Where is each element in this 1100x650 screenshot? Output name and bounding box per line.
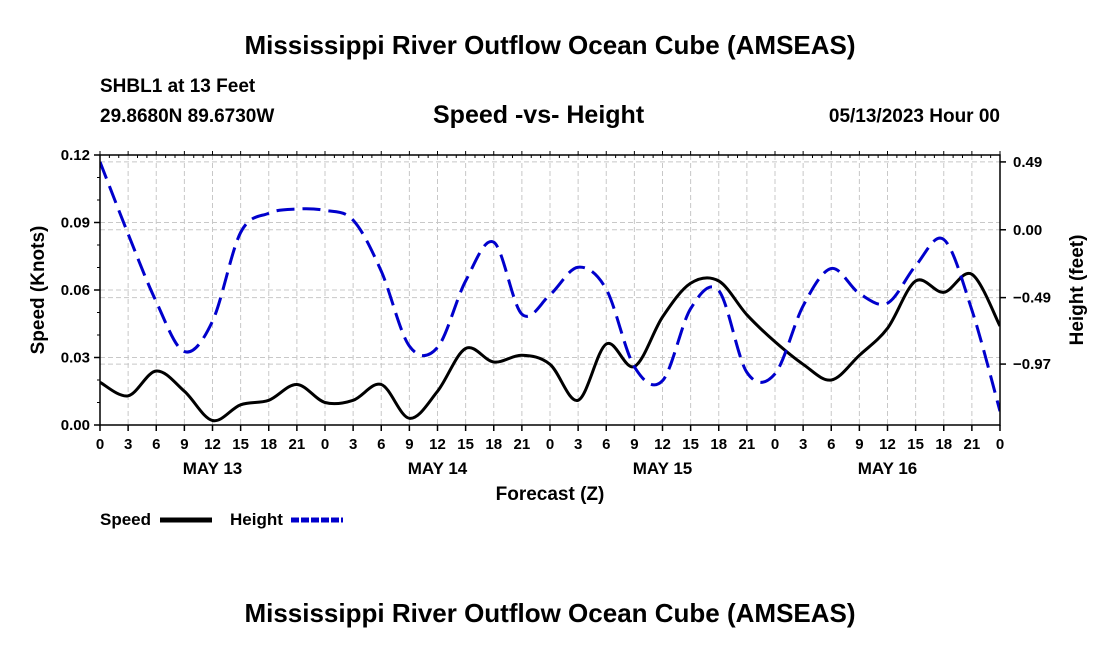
x-tick-label: 3 bbox=[799, 436, 807, 453]
x-tick-label: 6 bbox=[377, 436, 385, 453]
series-line-speed bbox=[100, 271, 1000, 423]
legend-label-speed: Speed bbox=[100, 510, 151, 529]
x-tick-label: 21 bbox=[964, 436, 981, 453]
chart-subtitle: Speed -vs- Height bbox=[433, 101, 645, 129]
x-tick-label: 12 bbox=[879, 436, 896, 453]
legend-label-height: Height bbox=[230, 510, 283, 529]
x-tick-label: 0 bbox=[996, 436, 1004, 453]
x-tick-label: 15 bbox=[232, 436, 249, 453]
y2-tick-label: −0.49 bbox=[1013, 290, 1051, 307]
y2-tick-label: 0.00 bbox=[1013, 222, 1042, 239]
x-tick-label: 3 bbox=[124, 436, 132, 453]
x-tick-label: 0 bbox=[546, 436, 554, 453]
chart-title-bottom: Mississippi River Outflow Ocean Cube (AM… bbox=[244, 598, 856, 628]
x-tick-label: 0 bbox=[771, 436, 779, 453]
x-tick-label: 6 bbox=[602, 436, 610, 453]
y2-tick-label: 0.49 bbox=[1013, 154, 1042, 171]
y-tick-label: 0.00 bbox=[61, 417, 90, 434]
forecast-datestamp: 05/13/2023 Hour 00 bbox=[828, 106, 1000, 127]
x-tick-label: 15 bbox=[457, 436, 474, 453]
y-tick-label: 0.09 bbox=[61, 215, 90, 232]
series-line-height bbox=[100, 161, 1000, 412]
x-tick-label: 3 bbox=[574, 436, 582, 453]
x-tick-label: 3 bbox=[349, 436, 357, 453]
x-tick-label: 18 bbox=[710, 436, 727, 453]
x-tick-label: 15 bbox=[682, 436, 699, 453]
x-tick-label: 9 bbox=[630, 436, 638, 453]
x-tick-label: 21 bbox=[289, 436, 306, 453]
x-axis-title: Forecast (Z) bbox=[496, 484, 605, 505]
x-tick-label: 0 bbox=[96, 436, 104, 453]
x-tick-label: 12 bbox=[429, 436, 446, 453]
x-tick-label: 12 bbox=[204, 436, 221, 453]
y2-axis-title: Height (feet) bbox=[1067, 235, 1088, 346]
y-axis-title: Speed (Knots) bbox=[28, 226, 49, 355]
x-tick-label: 15 bbox=[907, 436, 924, 453]
y-tick-label: 0.03 bbox=[61, 350, 90, 367]
y-tick-label: 0.12 bbox=[61, 147, 90, 164]
x-tick-label: 9 bbox=[855, 436, 863, 453]
station-coordinates: 29.8680N 89.6730W bbox=[100, 106, 275, 127]
date-label: MAY 14 bbox=[408, 459, 468, 478]
x-tick-label: 9 bbox=[405, 436, 413, 453]
x-tick-label: 12 bbox=[654, 436, 671, 453]
x-tick-label: 21 bbox=[739, 436, 756, 453]
x-tick-label: 21 bbox=[514, 436, 531, 453]
chart-title-top: Mississippi River Outflow Ocean Cube (AM… bbox=[244, 30, 856, 60]
x-tick-label: 18 bbox=[260, 436, 277, 453]
x-tick-label: 6 bbox=[827, 436, 835, 453]
x-tick-label: 9 bbox=[180, 436, 188, 453]
x-tick-label: 6 bbox=[152, 436, 160, 453]
x-tick-label: 0 bbox=[321, 436, 329, 453]
date-label: MAY 15 bbox=[633, 459, 693, 478]
x-tick-label: 18 bbox=[935, 436, 952, 453]
x-tick-label: 18 bbox=[485, 436, 502, 453]
station-label: SHBL1 at 13 Feet bbox=[100, 76, 256, 97]
y-tick-label: 0.06 bbox=[61, 282, 90, 299]
y2-tick-label: −0.97 bbox=[1013, 356, 1051, 373]
date-label: MAY 16 bbox=[858, 459, 918, 478]
date-label: MAY 13 bbox=[183, 459, 243, 478]
